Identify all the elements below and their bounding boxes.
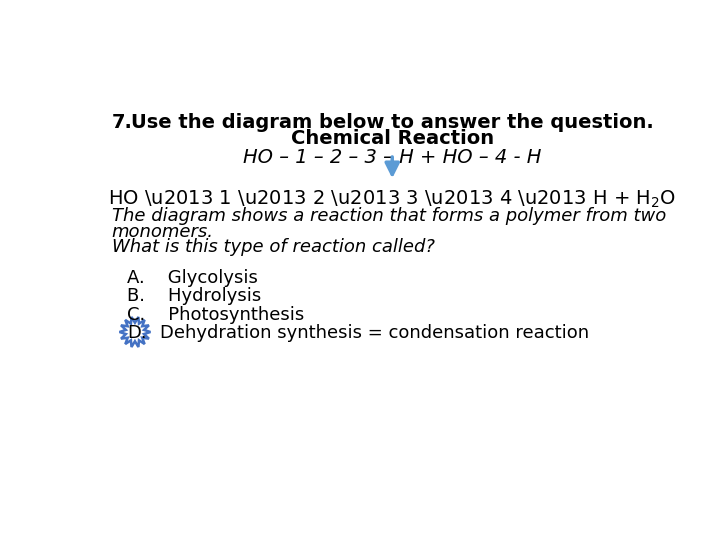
Text: D.: D. [127, 325, 147, 342]
Text: Chemical Reaction: Chemical Reaction [291, 130, 494, 148]
Text: Use the diagram below to answer the question.: Use the diagram below to answer the ques… [131, 112, 654, 132]
Text: B.    Hydrolysis: B. Hydrolysis [127, 287, 261, 305]
Text: HO – 1 – 2 – 3 – H + HO – 4 - H: HO – 1 – 2 – 3 – H + HO – 4 - H [243, 148, 541, 167]
Text: monomers.: monomers. [112, 222, 214, 241]
Text: A.    Glycolysis: A. Glycolysis [127, 269, 258, 287]
Text: Dehydration synthesis = condensation reaction: Dehydration synthesis = condensation rea… [160, 325, 589, 342]
Text: C.    Photosynthesis: C. Photosynthesis [127, 306, 305, 324]
Text: What is this type of reaction called?: What is this type of reaction called? [112, 238, 435, 256]
Text: HO \u2013 1 \u2013 2 \u2013 3 \u2013 4 \u2013 H + H$_2$O: HO \u2013 1 \u2013 2 \u2013 3 \u2013 4 \… [108, 189, 676, 210]
Text: The diagram shows a reaction that forms a polymer from two: The diagram shows a reaction that forms … [112, 207, 666, 225]
Text: 7.: 7. [112, 112, 132, 132]
